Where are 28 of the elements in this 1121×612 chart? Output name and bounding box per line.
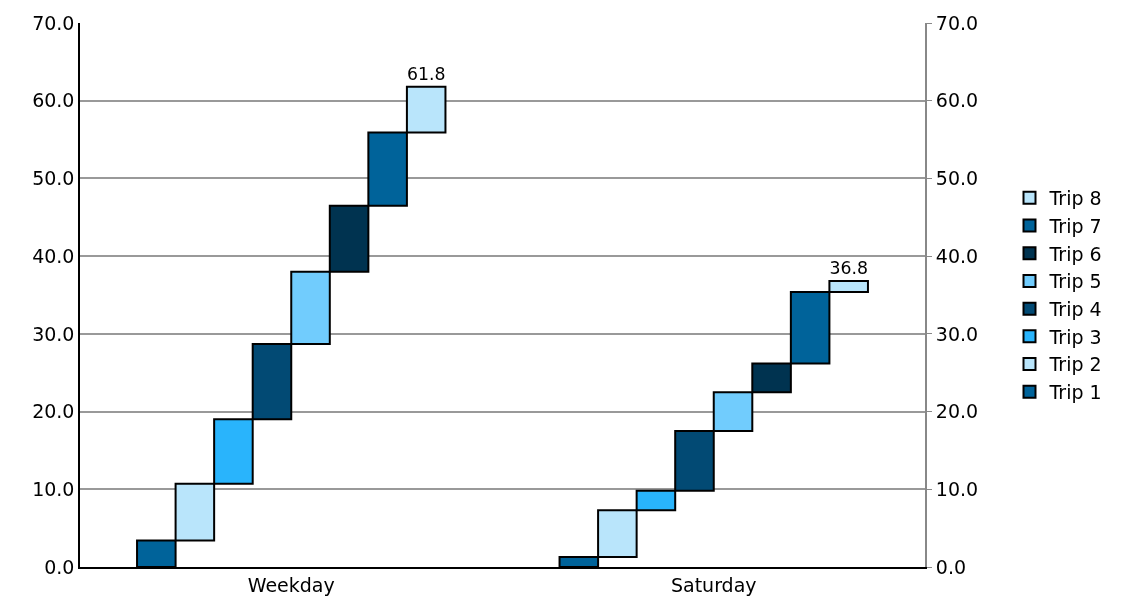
- y-tick-label: 20.0: [32, 400, 75, 423]
- x-tick-label: Weekday: [247, 573, 335, 596]
- legend-label: Trip 5: [1048, 270, 1102, 293]
- legend-label: Trip 2: [1048, 353, 1102, 376]
- y-tick-label: 30.0: [32, 322, 75, 345]
- y-tick-label: 70.0: [32, 11, 75, 34]
- legend-label: Trip 6: [1048, 242, 1102, 265]
- legend-label: Trip 7: [1048, 214, 1102, 237]
- y-tick-label: 60.0: [32, 89, 75, 112]
- legend-label: Trip 8: [1048, 187, 1102, 210]
- y-tick-label: 10.0: [32, 477, 75, 500]
- x-tick-label: Saturday: [670, 573, 757, 596]
- y2-tick-label: 0.0: [935, 555, 967, 578]
- y2-tick-label: 10.0: [935, 477, 979, 500]
- total-label: 36.8: [829, 258, 868, 279]
- y2-tick-label: 70.0: [935, 11, 979, 34]
- legend-label: Trip 1: [1048, 381, 1102, 404]
- y-tick-label: 40.0: [32, 244, 75, 267]
- y-tick-label: 0.0: [44, 555, 75, 578]
- y2-tick-label: 40.0: [935, 244, 979, 267]
- y-tick-label: 50.0: [32, 167, 75, 190]
- legend-label: Trip 3: [1048, 325, 1102, 348]
- y2-tick-label: 30.0: [935, 322, 979, 345]
- total-label: 61.8: [406, 64, 446, 85]
- y2-tick-label: 60.0: [935, 89, 979, 112]
- y2-tick-label: 20.0: [935, 400, 979, 423]
- y2-tick-label: 50.0: [935, 167, 979, 190]
- legend-label: Trip 4: [1048, 298, 1102, 321]
